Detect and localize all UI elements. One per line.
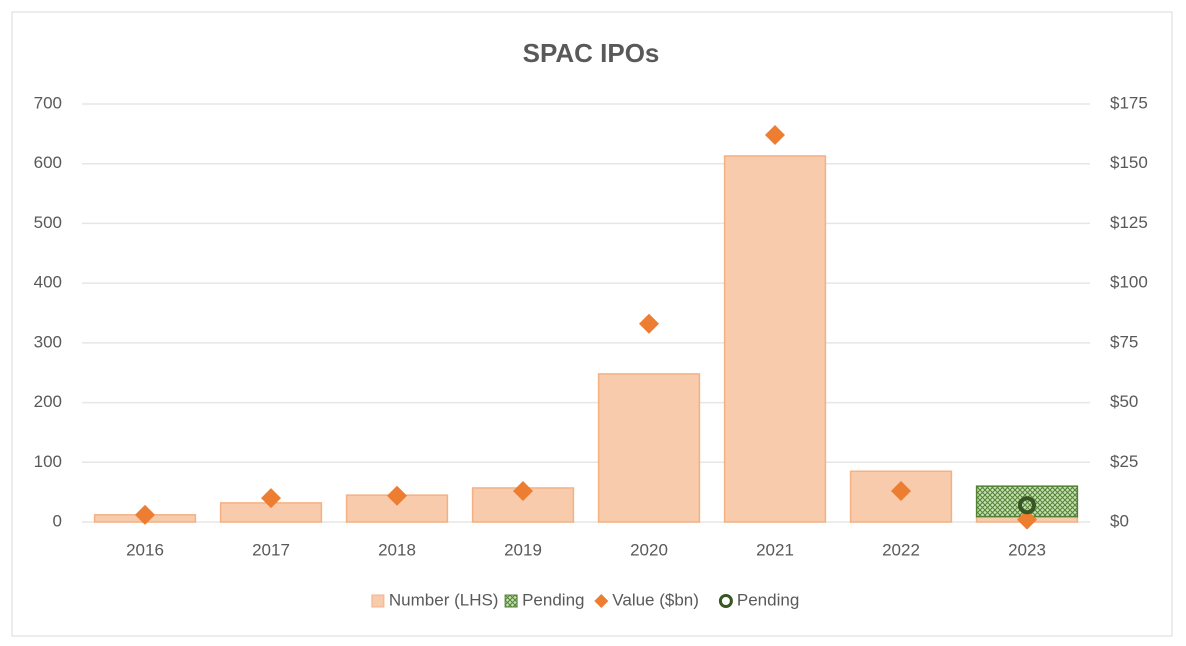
chart-border: [11, 11, 1173, 637]
x-tick-label: 2019: [504, 540, 542, 559]
y-tick-label: 700: [34, 93, 62, 112]
circle-marker: [1018, 496, 1036, 515]
legend-label: Value ($bn): [612, 590, 699, 609]
x-tick-label: 2023: [1008, 540, 1046, 559]
y-tick-label: 0: [53, 511, 62, 530]
y2-tick-label: $0: [1110, 511, 1129, 530]
diamond-marker: [1017, 509, 1037, 530]
x-tick-label: 2017: [252, 540, 290, 559]
y-tick-label: 100: [34, 452, 62, 471]
diamond-marker: [891, 480, 911, 501]
y-tick-label: 500: [34, 213, 62, 232]
legend-label: Pending: [522, 590, 584, 609]
y-tick-label: 300: [34, 332, 62, 351]
y2-tick-label: $175: [1110, 93, 1148, 112]
x-tick-label: 2022: [882, 540, 920, 559]
y2-tick-label: $25: [1110, 452, 1138, 471]
y2-tick-label: $75: [1110, 332, 1138, 351]
bar: [723, 155, 827, 523]
legend-label: Number (LHS): [389, 590, 499, 609]
diamond-marker: [639, 313, 659, 334]
y-tick-label: 600: [34, 153, 62, 172]
diamond-marker: [261, 488, 281, 509]
y2-tick-label: $150: [1110, 153, 1148, 172]
y2-tick-label: $125: [1110, 213, 1148, 232]
x-tick-label: 2021: [756, 540, 794, 559]
legend-swatch: [504, 594, 518, 608]
y-tick-label: 200: [34, 392, 62, 411]
y2-tick-label: $50: [1110, 392, 1138, 411]
y-tick-label: 400: [34, 273, 62, 292]
legend-label: Pending: [737, 590, 799, 609]
y2-tick-label: $100: [1110, 273, 1148, 292]
diamond-marker: [765, 125, 785, 146]
diamond-marker: [135, 504, 155, 525]
bar: [597, 373, 701, 523]
x-tick-label: 2018: [378, 540, 416, 559]
legend-swatch: [371, 594, 385, 608]
diamond-marker: [387, 485, 407, 506]
chart-title: SPAC IPOs: [523, 38, 660, 68]
diamond-marker: [513, 480, 533, 501]
x-tick-label: 2020: [630, 540, 668, 559]
legend-swatch: [718, 594, 733, 608]
legend-swatch: [594, 594, 609, 608]
x-tick-label: 2016: [126, 540, 164, 559]
